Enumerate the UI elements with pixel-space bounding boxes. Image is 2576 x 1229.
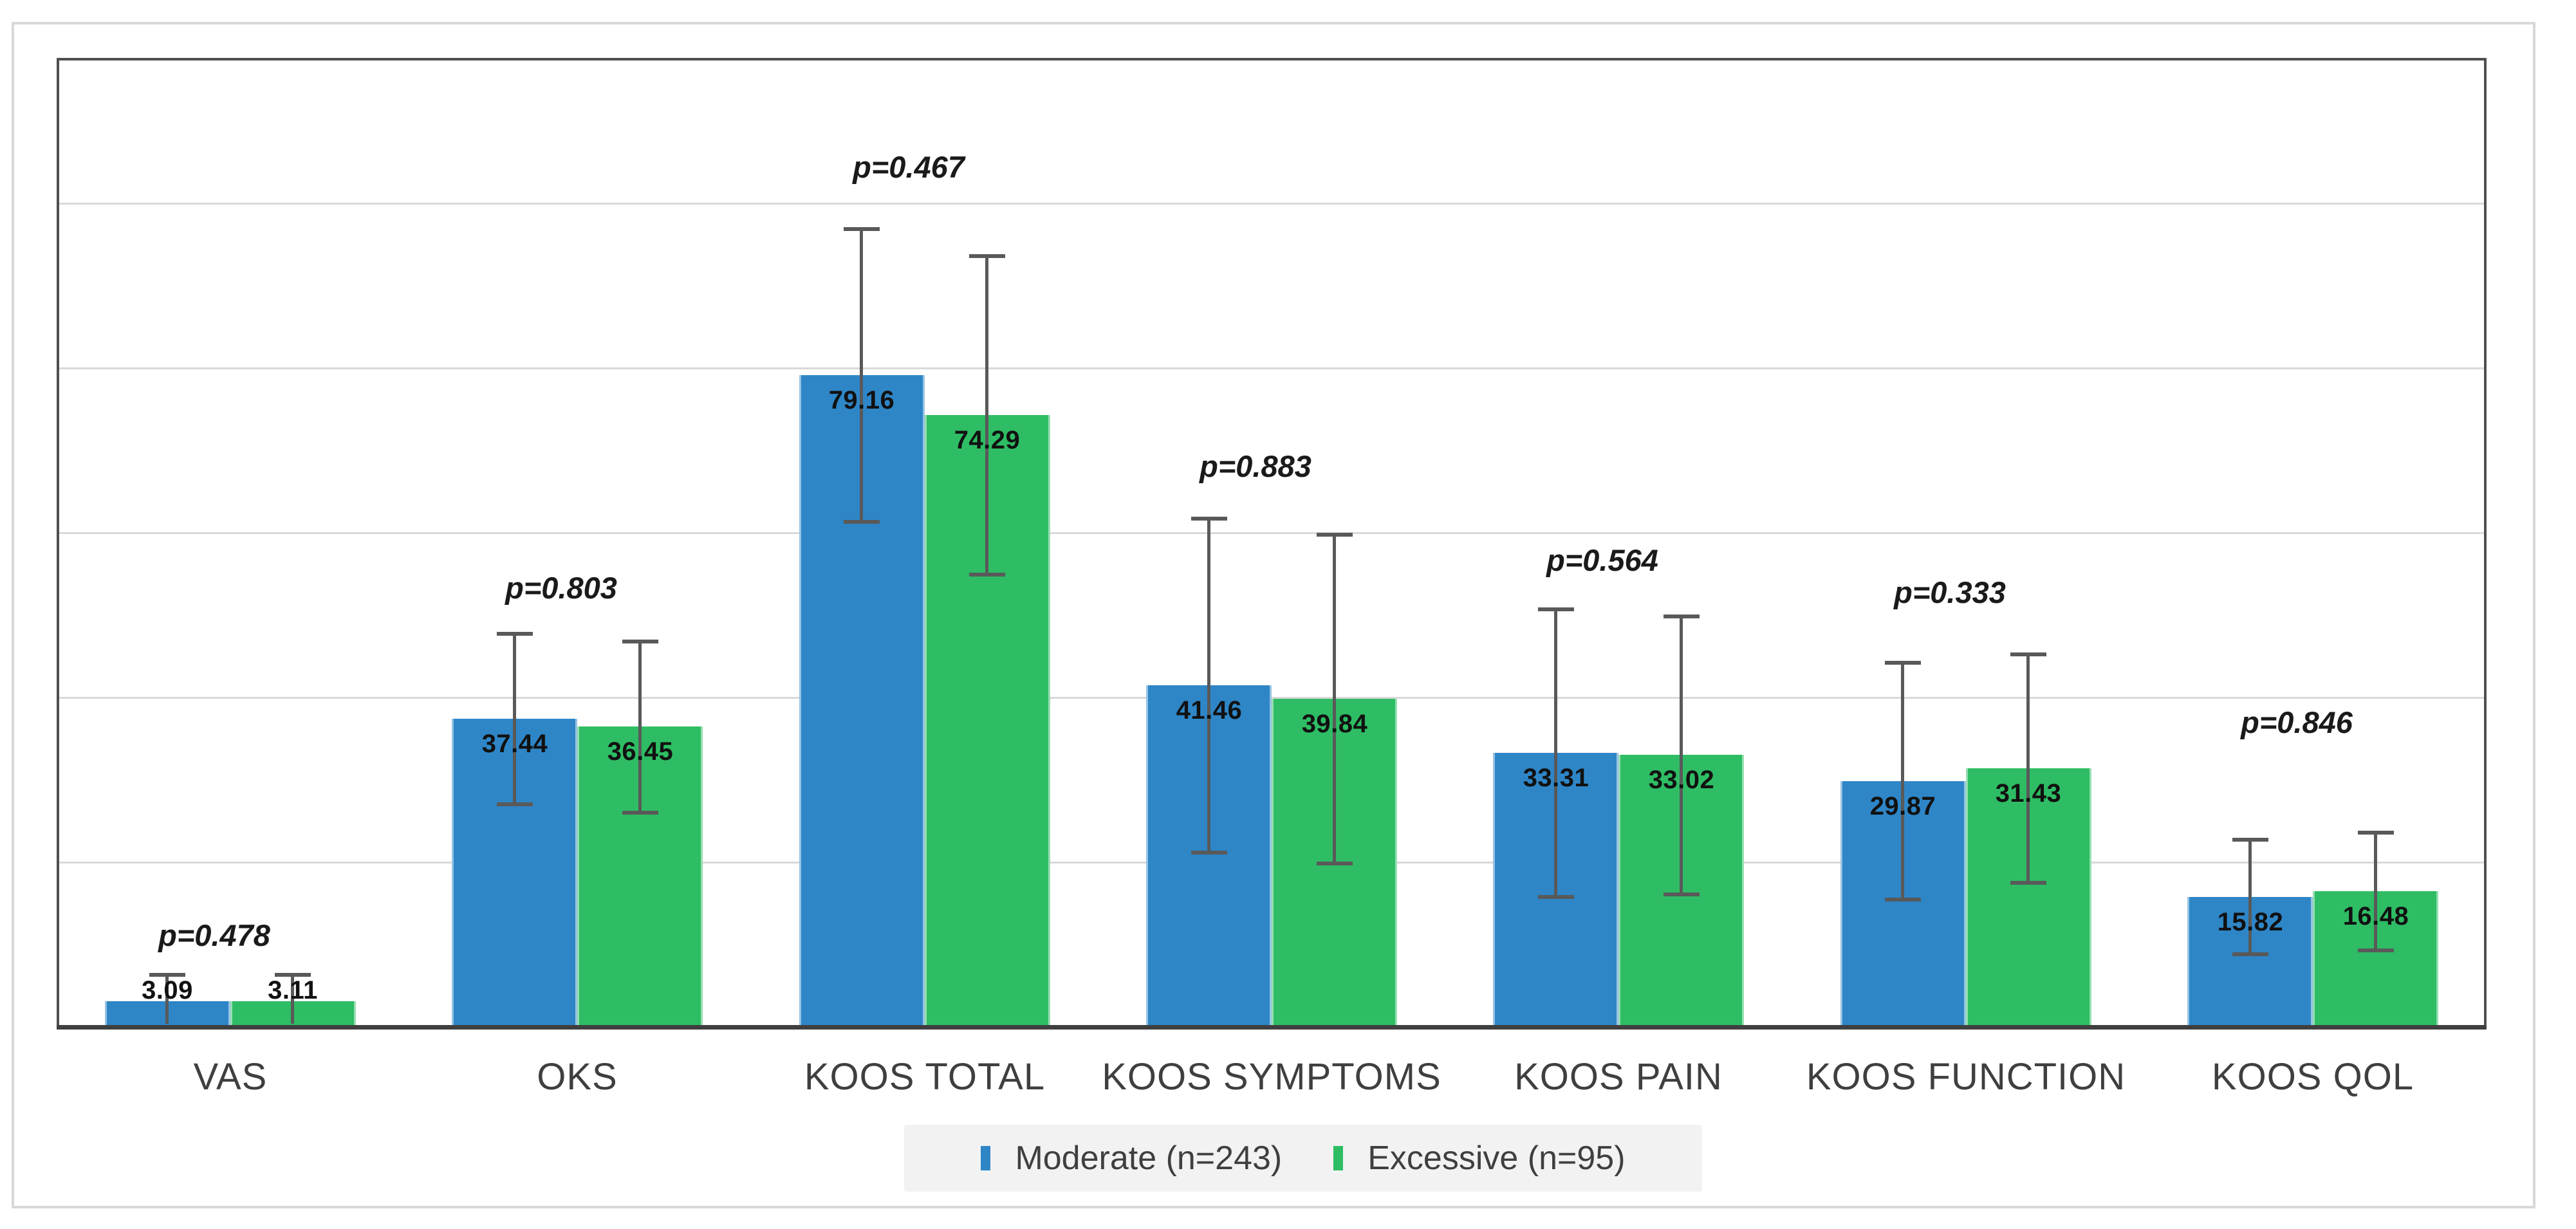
bar-value-label: 41.46	[1176, 696, 1243, 725]
error-bar-cap-top	[1538, 607, 1574, 611]
error-bar-cap-top	[969, 254, 1005, 258]
error-bar-cap-top	[844, 227, 880, 231]
error-bar-cap-bottom	[2358, 948, 2394, 952]
error-bar-cap-bottom	[1663, 892, 1700, 896]
error-bar-cap-bottom	[1538, 895, 1574, 899]
bar-value-label: 33.02	[1648, 766, 1715, 794]
legend-item-excessive[interactable]: Excessive (n=95)	[1333, 1139, 1626, 1178]
error-bar-cap-bottom	[1885, 898, 1921, 901]
error-bar-cap-top	[1191, 517, 1227, 521]
error-bar	[1333, 534, 1336, 864]
error-bar	[860, 228, 863, 522]
error-bar-cap-top	[275, 973, 311, 977]
category-label-oks: OKS	[537, 1056, 618, 1098]
error-bar	[2026, 654, 2030, 883]
p-value-label: p=0.803	[505, 571, 617, 605]
error-bar-cap-top	[622, 640, 658, 643]
error-bar-cap-bottom	[2232, 952, 2268, 956]
bar-value-label: 79.16	[828, 386, 895, 414]
error-bar-cap-top	[1885, 661, 1921, 665]
legend-swatch-excessive	[1333, 1146, 1344, 1170]
error-bar	[638, 641, 642, 812]
bar-value-label: 74.29	[954, 426, 1021, 454]
category-label-koos-qol: KOOS QOL	[2211, 1056, 2414, 1098]
gridline	[59, 532, 2484, 534]
error-bar	[513, 633, 516, 804]
category-label-koos-total: KOOS TOTAL	[804, 1056, 1046, 1098]
error-bar-cap-bottom	[1317, 862, 1353, 865]
p-value-label: p=0.883	[1200, 449, 1311, 483]
error-bar-cap-top	[1663, 614, 1700, 618]
gridline	[59, 203, 2484, 205]
error-bar-cap-bottom	[622, 811, 658, 815]
error-bar-cap-top	[1317, 533, 1353, 537]
bar-excessive-koos-total[interactable]	[925, 415, 1050, 1027]
p-value-label: p=0.333	[1894, 575, 2006, 609]
bar-value-label: 29.87	[1869, 792, 1936, 820]
bar-value-label: 15.82	[2217, 908, 2284, 936]
gridline	[59, 367, 2484, 369]
error-bar	[2248, 839, 2252, 954]
legend: Moderate (n=243) Excessive (n=95)	[904, 1125, 1702, 1192]
error-bar	[1207, 518, 1210, 853]
error-bar	[2374, 832, 2377, 950]
error-bar-cap-bottom	[497, 802, 533, 806]
bar-value-label: 3.11	[268, 976, 318, 1004]
error-bar	[1901, 662, 1904, 900]
bar-value-label: 3.09	[142, 976, 193, 1004]
error-bar-cap-bottom	[969, 573, 1005, 577]
error-bar-cap-top	[2232, 838, 2268, 842]
error-bar	[1680, 616, 1683, 894]
error-bar-cap-bottom	[844, 520, 880, 524]
p-value-label: p=0.478	[158, 918, 270, 952]
legend-swatch-moderate	[981, 1146, 991, 1170]
category-label-koos-pain: KOOS PAIN	[1514, 1056, 1723, 1098]
legend-label-excessive: Excessive (n=95)	[1367, 1140, 1626, 1177]
p-value-label: p=0.467	[853, 150, 965, 184]
bar-value-label: 33.31	[1523, 764, 1589, 792]
error-bar-cap-top	[2358, 831, 2394, 835]
plot-area	[57, 58, 2487, 1030]
legend-label-moderate: Moderate (n=243)	[1015, 1140, 1283, 1177]
error-bar-cap-bottom	[2010, 881, 2046, 885]
bar-value-label: 39.84	[1301, 710, 1368, 738]
x-axis-line	[57, 1025, 2487, 1030]
error-bar-cap-top	[149, 973, 185, 977]
category-label-vas: VAS	[193, 1056, 268, 1098]
p-value-label: p=0.846	[2241, 705, 2353, 739]
error-bar	[985, 255, 988, 575]
category-label-koos-function: KOOS FUNCTION	[1806, 1056, 2126, 1098]
legend-item-moderate[interactable]: Moderate (n=243)	[981, 1139, 1282, 1178]
bar-value-label: 31.43	[1995, 779, 2062, 808]
error-bar	[165, 974, 169, 1024]
gridline	[59, 697, 2484, 699]
bar-value-label: 16.48	[2342, 902, 2409, 930]
p-value-label: p=0.564	[1546, 543, 1658, 577]
bar-value-label: 37.44	[481, 730, 548, 758]
error-bar	[1554, 609, 1557, 897]
error-bar-cap-top	[497, 632, 533, 636]
error-bar-cap-bottom	[1191, 851, 1227, 855]
bar-moderate-koos-total[interactable]	[799, 375, 925, 1027]
category-label-koos-symptoms: KOOS SYMPTOMS	[1102, 1056, 1441, 1098]
error-bar	[291, 974, 294, 1024]
bar-value-label: 36.45	[607, 737, 674, 766]
error-bar-cap-top	[2010, 652, 2046, 656]
